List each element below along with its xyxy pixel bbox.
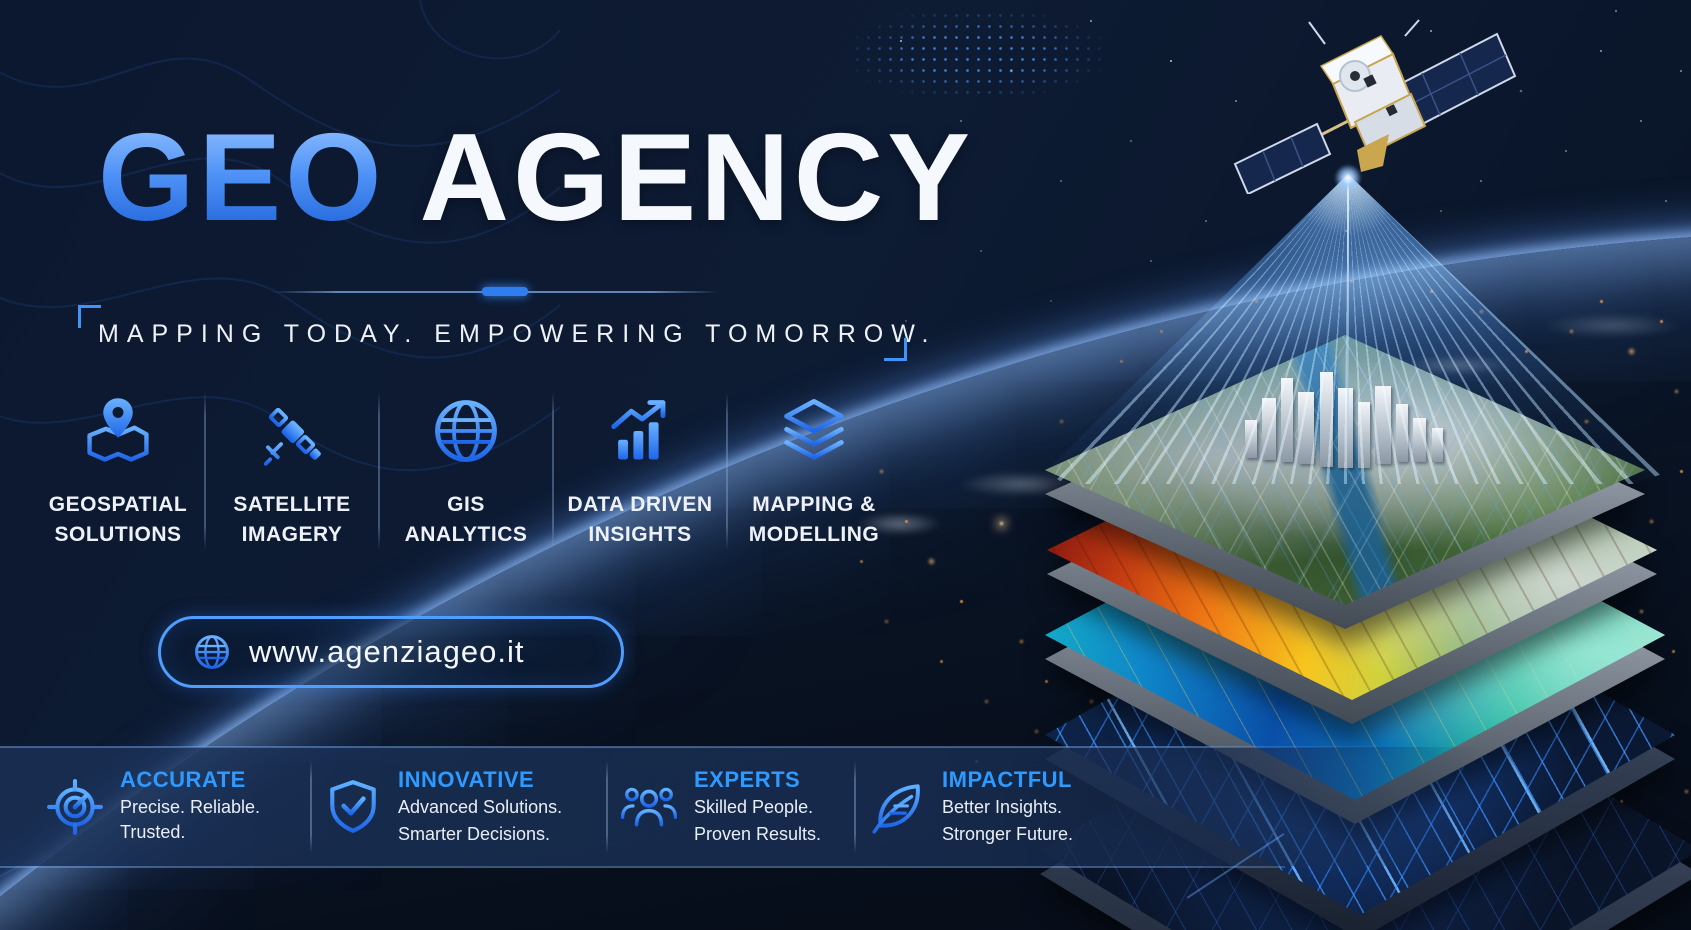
globe-icon <box>193 633 231 671</box>
service-label-line1: SATELLITE <box>233 493 351 516</box>
feature-divider <box>854 760 856 853</box>
service-label-line1: GIS <box>447 493 485 516</box>
beam-origin-glow <box>1334 164 1362 192</box>
service-label-line2: ANALYTICS <box>404 523 528 546</box>
tagline-bracket-topleft <box>78 305 101 328</box>
feature-bar: ACCURATE Precise. Reliable. Trusted. INN… <box>0 746 1691 868</box>
service-label-line2: INSIGHTS <box>588 523 692 546</box>
feature-experts: EXPERTS Skilled People. Proven Results. <box>620 767 842 847</box>
service-label-line2: IMAGERY <box>241 523 343 546</box>
dot-grid-decoration <box>852 10 1102 98</box>
service-geospatial-solutions: GEOSPATIAL SOLUTIONS <box>38 392 198 550</box>
page-title: GEO AGENCY <box>98 116 974 240</box>
service-gis-analytics: GIS ANALYTICS <box>386 392 546 550</box>
service-label-line2: MODELLING <box>748 523 880 546</box>
feature-bar-bottom-border <box>0 866 1285 868</box>
website-url: www.agenziageo.it <box>249 634 525 669</box>
title-geo: GEO <box>98 109 386 247</box>
growth-chart-icon <box>560 392 720 470</box>
feature-line1: Better Insights. <box>942 796 1063 817</box>
feature-divider <box>606 760 608 853</box>
feature-bar-top-border <box>0 746 1691 748</box>
feature-line1: Precise. Reliable. Trusted. <box>120 796 261 842</box>
service-satellite-imagery: SATELLITE IMAGERY <box>212 392 372 550</box>
map-pin-icon <box>38 392 198 470</box>
feature-title: IMPACTFUL <box>942 766 1072 792</box>
satellite-icon <box>212 392 372 470</box>
tagline-divider-chip <box>482 287 528 296</box>
service-mapping-modelling: MAPPING & MODELLING <box>734 392 894 550</box>
beam-core-line <box>1347 178 1349 474</box>
feature-line1: Advanced Solutions. <box>398 796 563 817</box>
satellite-graphic <box>1233 19 1517 194</box>
shield-check-icon <box>324 778 382 836</box>
feature-title: EXPERTS <box>694 766 801 792</box>
service-label-line1: MAPPING & <box>752 493 876 516</box>
service-label-line1: GEOSPATIAL <box>48 493 188 516</box>
feature-impactful: IMPACTFUL Better Insights. Stronger Futu… <box>868 767 1168 847</box>
tagline-bracket-bottomright <box>884 338 907 361</box>
services-divider <box>552 392 554 550</box>
team-icon <box>620 778 678 836</box>
feature-line1: Skilled People. <box>694 796 814 817</box>
globe-grid-icon <box>386 392 546 470</box>
feature-innovative: INNOVATIVE Advanced Solutions. Smarter D… <box>324 767 594 847</box>
services-divider <box>726 392 728 550</box>
feature-title: INNOVATIVE <box>398 766 535 792</box>
service-data-driven-insights: DATA DRIVEN INSIGHTS <box>560 392 720 550</box>
city-lights-decoration <box>0 0 3 3</box>
website-link[interactable]: www.agenziageo.it <box>158 616 624 688</box>
feature-line2: Proven Results. <box>694 823 822 844</box>
layers-icon <box>734 392 894 470</box>
service-label-line1: DATA DRIVEN <box>567 493 713 516</box>
feature-title: ACCURATE <box>120 766 246 792</box>
services-divider <box>378 392 380 550</box>
services-row: GEOSPATIAL SOLUTIONS <box>38 392 894 550</box>
target-compass-icon <box>46 778 104 836</box>
tagline: MAPPING TODAY. EMPOWERING TOMORROW. <box>98 320 937 348</box>
service-label-line2: SOLUTIONS <box>54 523 182 546</box>
services-divider <box>204 392 206 550</box>
feature-line2: Stronger Future. <box>942 823 1074 844</box>
feature-line2: Smarter Decisions. <box>398 823 551 844</box>
title-agency: AGENCY <box>419 109 974 247</box>
leaf-icon <box>868 778 926 836</box>
feature-divider <box>310 760 312 853</box>
feature-accurate: ACCURATE Precise. Reliable. Trusted. <box>46 767 298 847</box>
